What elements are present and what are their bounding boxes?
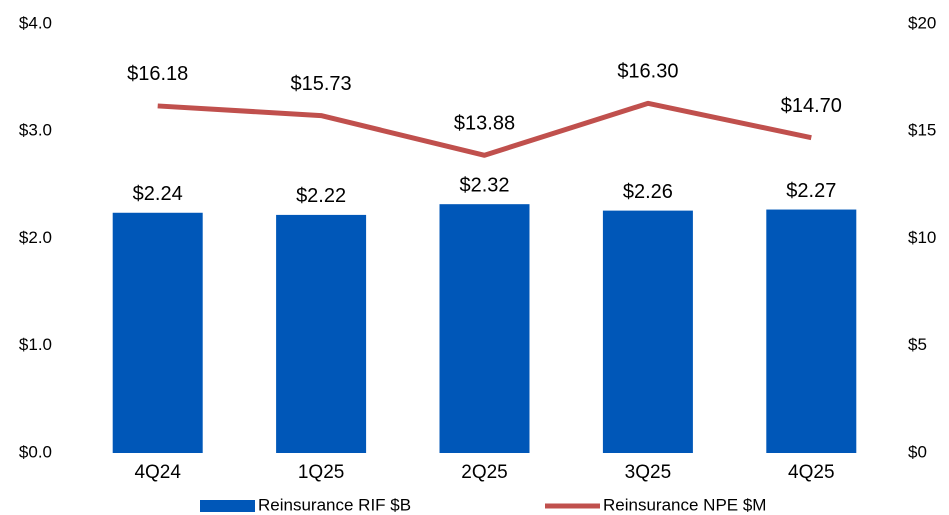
x-tick-label: 4Q25 bbox=[788, 462, 834, 483]
bar-value-label: $2.22 bbox=[296, 185, 346, 207]
y-tick-label: $4.0 bbox=[19, 13, 52, 32]
bar bbox=[602, 210, 693, 453]
line bbox=[157, 100, 812, 158]
y2-tick-label: $15 bbox=[908, 121, 936, 140]
y2-tick-label: $10 bbox=[908, 228, 936, 247]
bar-value-label: $2.32 bbox=[459, 174, 509, 196]
line-value-label: $15.73 bbox=[291, 73, 352, 95]
bar bbox=[766, 209, 857, 453]
x-tick-label: 3Q25 bbox=[625, 462, 671, 483]
y2-tick-label: $5 bbox=[908, 335, 927, 354]
legend-label: Reinsurance RIF $B bbox=[258, 495, 411, 514]
bar bbox=[276, 214, 367, 453]
bar bbox=[439, 204, 530, 453]
line-value-label: $13.88 bbox=[454, 113, 515, 135]
x-tick-label: 2Q25 bbox=[461, 462, 507, 483]
x-tick-label: 1Q25 bbox=[298, 462, 344, 483]
y2-tick-label: $0 bbox=[908, 442, 927, 461]
y-tick-label: $0.0 bbox=[19, 442, 52, 461]
y2-tick-label: $20 bbox=[908, 13, 936, 32]
bar-value-label: $2.27 bbox=[786, 180, 836, 202]
bar-value-label: $2.24 bbox=[133, 183, 183, 205]
y-tick-label: $1.0 bbox=[19, 335, 52, 354]
legend-label: Reinsurance NPE $M bbox=[603, 495, 766, 514]
y-tick-label: $3.0 bbox=[19, 121, 52, 140]
bar-value-label: $2.26 bbox=[623, 181, 673, 203]
line-value-label: $16.18 bbox=[127, 63, 188, 85]
legend-swatch bbox=[200, 500, 255, 512]
x-tick-label: 4Q24 bbox=[134, 462, 181, 483]
y-tick-label: $2.0 bbox=[19, 228, 52, 247]
bar bbox=[112, 212, 203, 453]
line-value-label: $14.70 bbox=[781, 95, 842, 117]
line-value-label: $16.30 bbox=[617, 61, 678, 83]
